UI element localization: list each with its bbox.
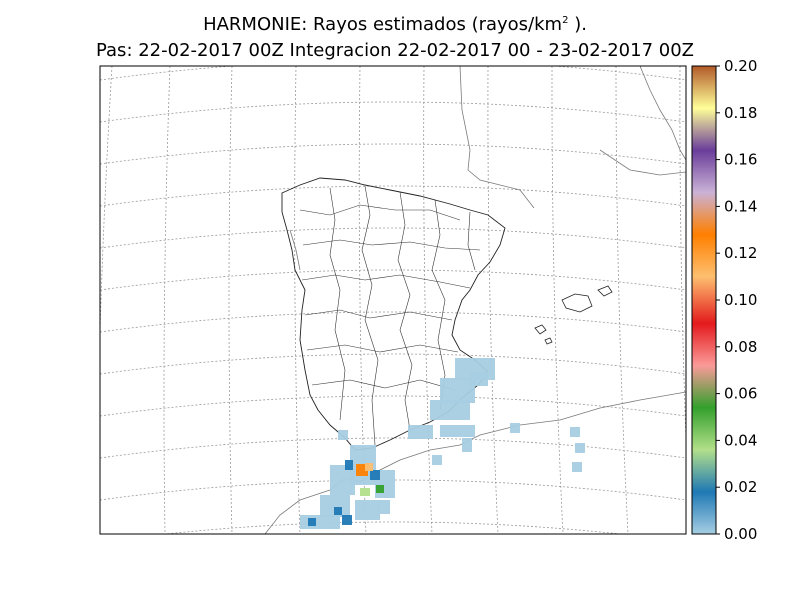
colorbar-tick-label: 0.02	[724, 478, 757, 496]
field-cell	[575, 443, 585, 453]
field-cell	[300, 515, 340, 529]
field-cell	[470, 372, 488, 386]
colorbar-ticks: 0.00 0.02 0.04 0.06 0.08 0.10 0.12 0.14 0.16 0.18…	[716, 57, 757, 543]
field-cell	[342, 515, 352, 525]
field-cell	[338, 430, 348, 440]
coastline	[264, 66, 686, 534]
field-cell	[334, 507, 342, 515]
field-cell	[370, 470, 380, 480]
field-cell	[570, 427, 580, 437]
colorbar-tick-label: 0.14	[724, 197, 757, 215]
field-cell	[345, 460, 353, 470]
map-title-line2: Pas: 22-02-2017 00Z Integracion 22-02-20…	[95, 40, 694, 61]
province-borders	[299, 185, 481, 446]
field-cell	[355, 500, 380, 520]
field-cell	[440, 425, 475, 437]
field-cell	[308, 518, 316, 526]
colorbar-tick-label: 0.18	[724, 104, 757, 122]
colorbar-tick-label: 0.20	[724, 57, 757, 75]
field-cell	[365, 463, 373, 471]
colorbar-tick-label: 0.10	[724, 291, 757, 309]
field-cell	[430, 400, 470, 420]
map-title-line1: HARMONIE: Rayos estimados (rayos/km2 ).	[203, 14, 587, 35]
field-cell	[376, 485, 384, 493]
colorbar: 0.00 0.02 0.04 0.06 0.08 0.10 0.12 0.14 0.16 0.18…	[691, 57, 757, 543]
field-cell	[440, 378, 475, 403]
map-frame	[99, 65, 687, 535]
field-cell	[462, 438, 472, 452]
field-cell	[572, 462, 582, 472]
field-cell	[510, 423, 520, 433]
field-cell	[320, 495, 350, 517]
colorbar-tick-label: 0.16	[724, 151, 757, 169]
colorbar-tick-label: 0.00	[724, 525, 757, 543]
colorbar-tick-label: 0.04	[724, 431, 757, 449]
field-cell	[378, 500, 390, 514]
balearic-islands	[534, 285, 613, 345]
map-panel	[100, 66, 686, 534]
colorbar-tick-label: 0.06	[724, 385, 757, 403]
field-cell	[408, 425, 433, 439]
colorbar-tick-label: 0.08	[724, 338, 757, 356]
field-cell	[432, 455, 442, 465]
lightning-field	[300, 358, 585, 529]
colorbar-gradient	[691, 65, 717, 535]
field-cell	[360, 488, 370, 496]
colorbar-tick-label: 0.12	[724, 244, 757, 262]
